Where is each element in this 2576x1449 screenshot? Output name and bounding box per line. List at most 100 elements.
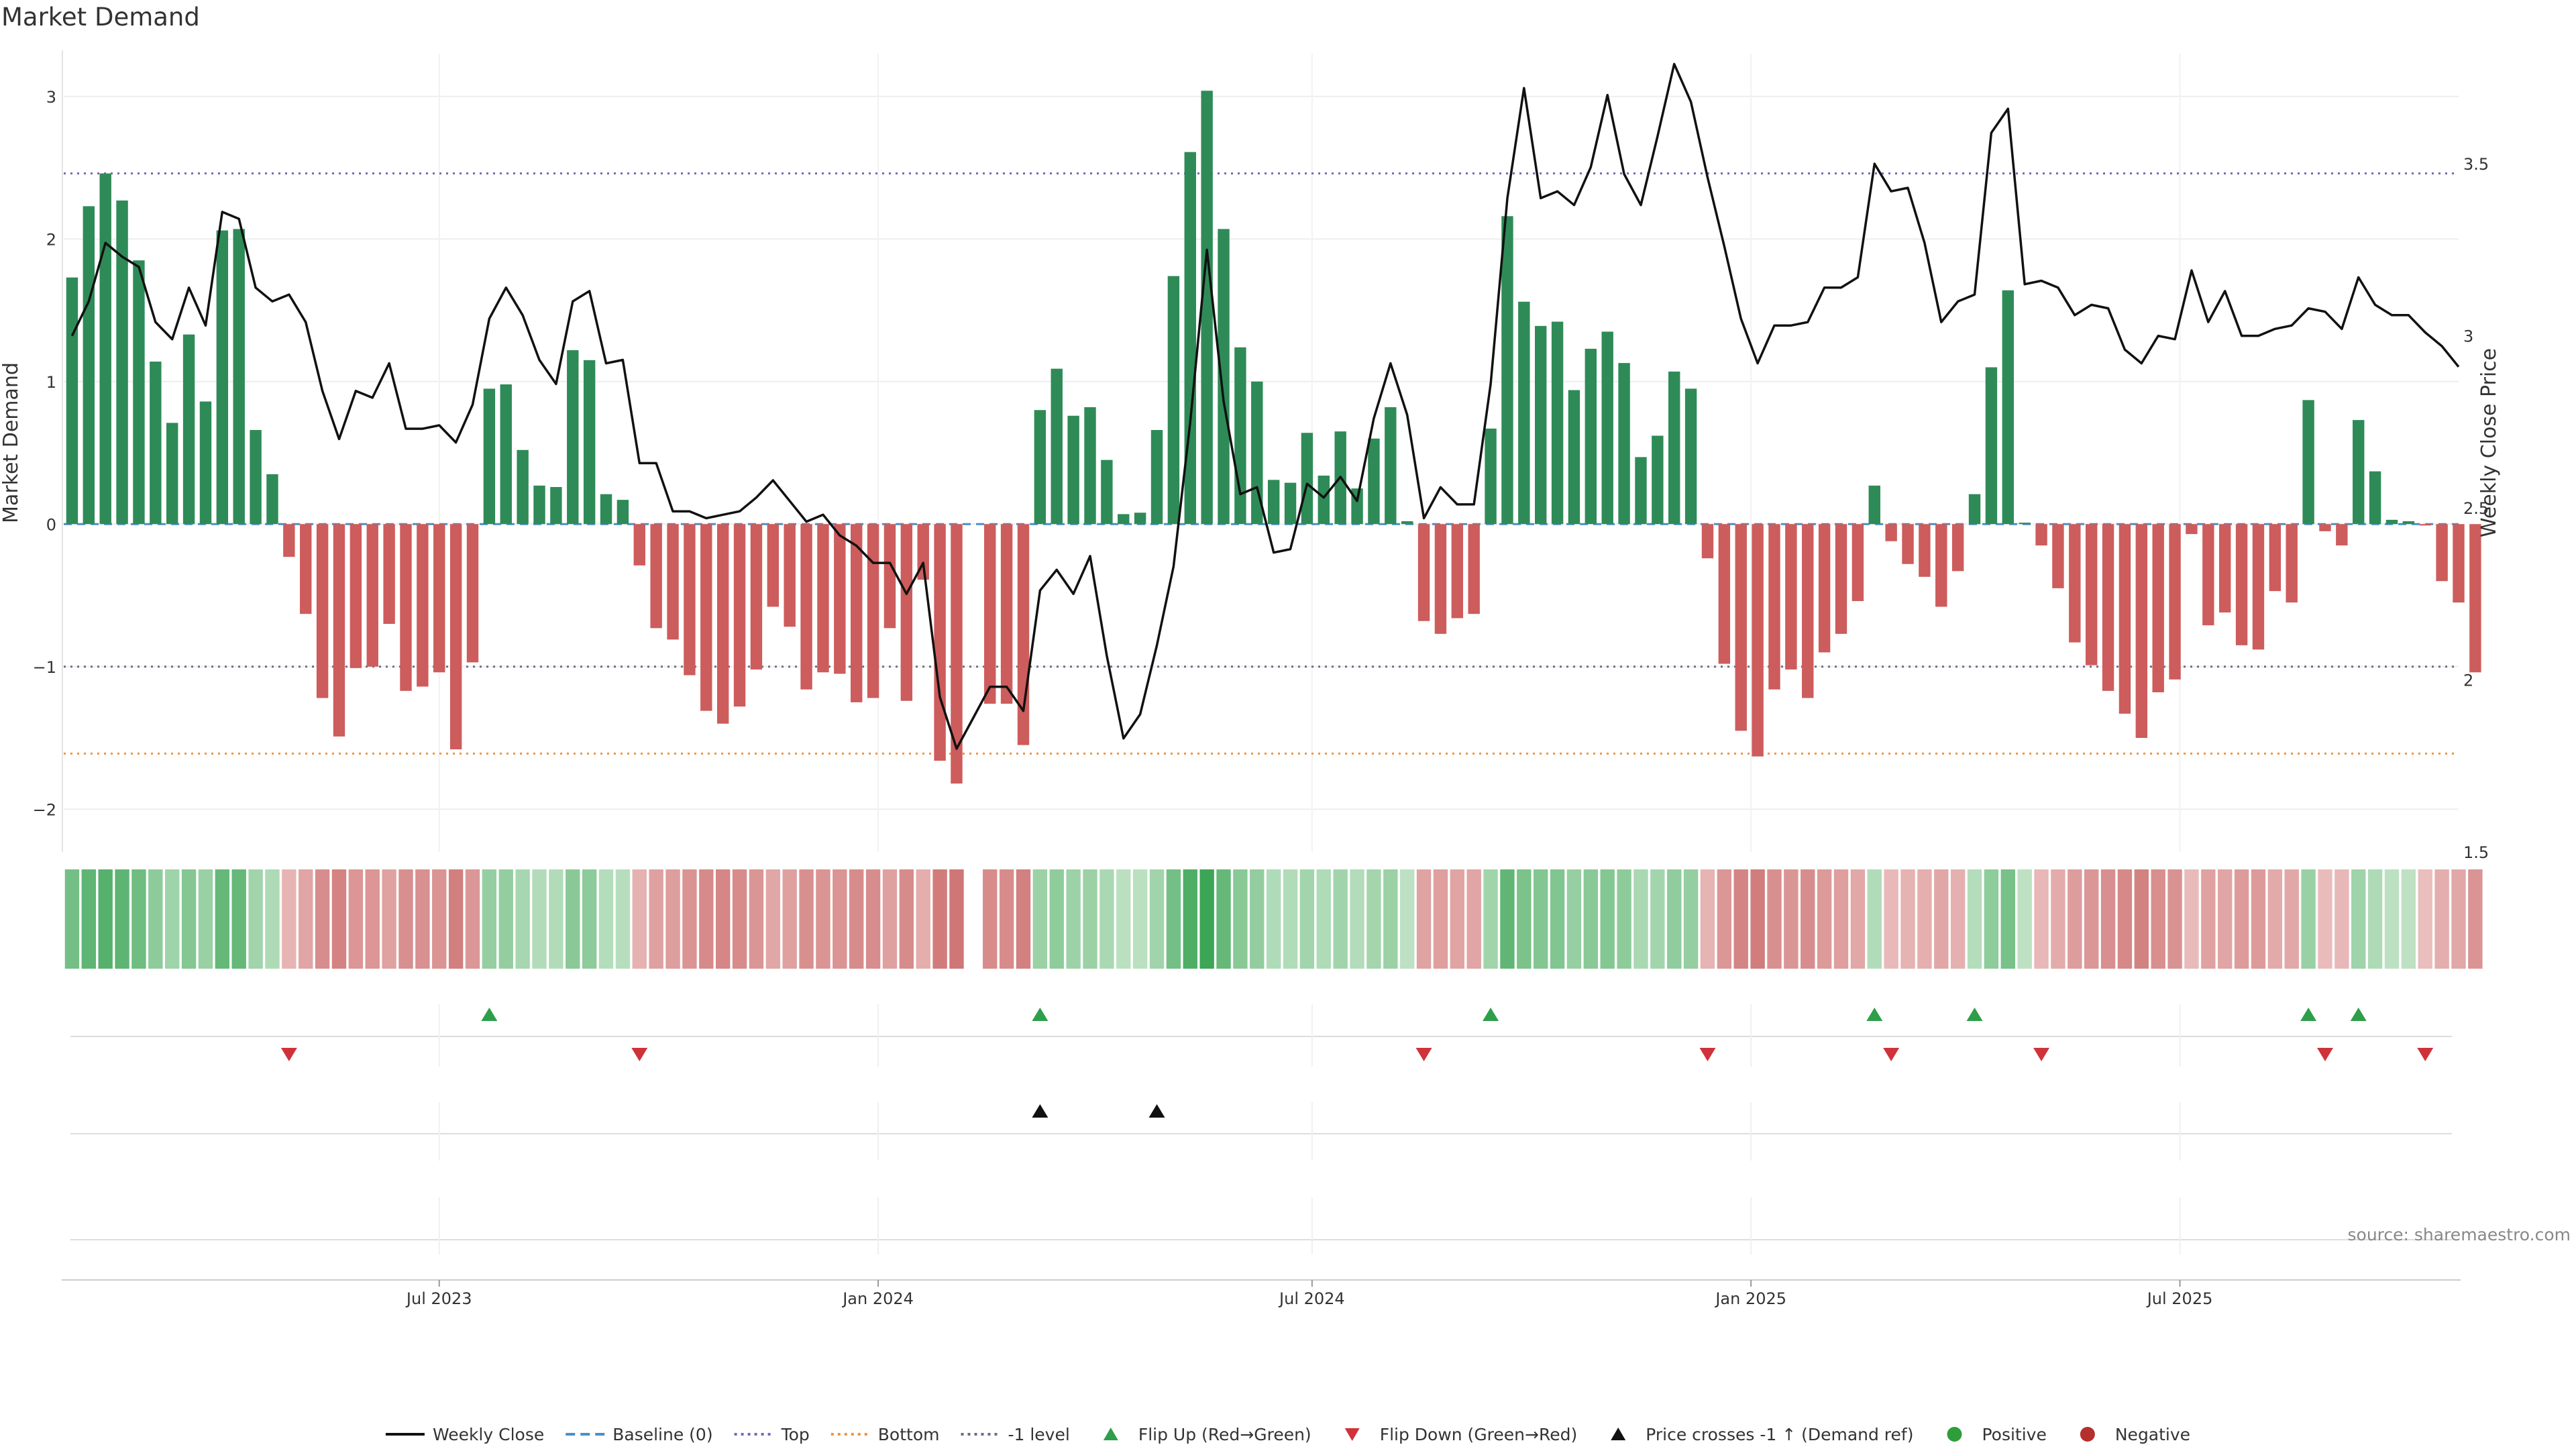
heat-cell (1250, 869, 1265, 969)
x-tick-label: Jul 2024 (1278, 1289, 1345, 1308)
heat-cell (2100, 869, 2116, 969)
x-tick-label: Jul 2023 (405, 1289, 472, 1308)
x-tick-label: Jul 2025 (2146, 1289, 2213, 1308)
heat-cell (1500, 869, 1515, 969)
heat-cell (1784, 869, 1799, 969)
demand-bar (517, 449, 529, 525)
demand-bar (583, 360, 596, 525)
demand-bar (1434, 524, 1447, 634)
demand-bar (2286, 524, 2298, 603)
heat-cell (2251, 869, 2266, 969)
demand-bar (2419, 524, 2431, 526)
x-axis: Jul 2023 Jan 2024 Jul 2024 Jan 2025 Jul 2025 (62, 1279, 2461, 1308)
heat-cell (598, 869, 614, 969)
heat-cell (699, 869, 714, 969)
y-tick-label: 3 (46, 88, 56, 107)
demand-bar (99, 173, 111, 525)
heat-cell (2201, 869, 2216, 969)
legend-label: Top (781, 1425, 810, 1444)
flip-up-marker (1032, 1008, 1049, 1021)
heat-cell (715, 869, 731, 969)
heat-cell (2117, 869, 2133, 969)
demand-bar (2402, 521, 2415, 525)
heat-cell (865, 869, 881, 969)
heat-cell (1216, 869, 1231, 969)
heat-cell (64, 869, 80, 969)
demand-bar (650, 524, 662, 629)
demand-bar (851, 524, 863, 702)
heat-cell (382, 869, 396, 969)
heat-cell (2301, 869, 2316, 969)
heat-cell (2167, 869, 2182, 969)
demand-bar (1951, 524, 1964, 572)
demand-bar (1150, 430, 1163, 525)
demand-bar (750, 524, 763, 669)
heat-cell (2017, 869, 2032, 969)
weekly-close-line-group (70, 62, 2460, 750)
demand-heat-strip (64, 869, 2483, 969)
heat-cell (1617, 869, 1631, 969)
heat-cell (2384, 869, 2400, 969)
heat-cell (2284, 869, 2299, 969)
demand-bar (1084, 407, 1096, 525)
demand-bar (733, 524, 746, 707)
y-tick-label: 2 (46, 230, 56, 249)
demand-bar (550, 487, 562, 525)
y2-tick-label: 1.5 (2463, 843, 2489, 862)
demand-bar (2152, 524, 2164, 692)
demand-bar (1668, 371, 1680, 525)
legend: Weekly Close Baseline (0) Top Bottom -1 leve… (385, 1425, 2190, 1444)
heat-cell (515, 869, 530, 969)
heat-cell (1550, 869, 1565, 969)
demand-bar (1201, 91, 1213, 525)
demand-bar (2102, 524, 2114, 691)
heat-cell (315, 869, 330, 969)
demand-bar (2169, 524, 2181, 680)
demand-bar (1935, 524, 1947, 607)
heat-cell (1667, 869, 1682, 969)
heat-cell (1383, 869, 1398, 969)
demand-bar (449, 524, 462, 749)
demand-bar (1868, 485, 1880, 525)
demand-bar (199, 401, 212, 525)
heat-cell (81, 869, 97, 969)
demand-bar (1752, 524, 1764, 757)
y-tick-label: −1 (33, 658, 56, 677)
demand-bar (2353, 420, 2365, 525)
heat-cell (348, 869, 364, 969)
heat-cell (1733, 869, 1748, 969)
heat-cell (1801, 869, 1815, 969)
demand-bar (667, 524, 679, 640)
demand-bar (2269, 524, 2282, 592)
demand-bar (1485, 428, 1497, 525)
heat-cell (2218, 869, 2233, 969)
legend-label: Negative (2115, 1425, 2190, 1444)
demand-bar (266, 474, 278, 525)
heat-cell (799, 869, 814, 969)
legend-label: Flip Up (Red→Green) (1138, 1425, 1311, 1444)
heat-cell (816, 869, 830, 969)
demand-bar (1518, 301, 1530, 525)
heat-cell (1049, 869, 1064, 969)
heat-cell (1750, 869, 1765, 969)
flip-up-marker (1966, 1008, 1983, 1021)
demand-bar (1451, 524, 1464, 619)
x-tick-label: Jan 2024 (841, 1289, 914, 1308)
demand-bar (1585, 348, 1597, 525)
heat-cell (1850, 869, 1866, 969)
demand-bar (1134, 513, 1146, 525)
flip-down-marker (631, 1048, 648, 1061)
demand-bar (1301, 433, 1313, 525)
demand-bar (984, 524, 996, 704)
heat-cell (983, 869, 998, 969)
heat-cell (1566, 869, 1582, 969)
legend-swatch-flip-up-red-green (1103, 1428, 1118, 1440)
heat-cell (1650, 869, 1665, 969)
demand-bar (1067, 415, 1079, 525)
heat-cell (1534, 869, 1548, 969)
demand-bar (716, 524, 729, 724)
chart-title: Market Demand (1, 3, 200, 32)
demand-bar (1368, 438, 1380, 525)
heat-cell (615, 869, 631, 969)
heat-cell (532, 869, 547, 969)
